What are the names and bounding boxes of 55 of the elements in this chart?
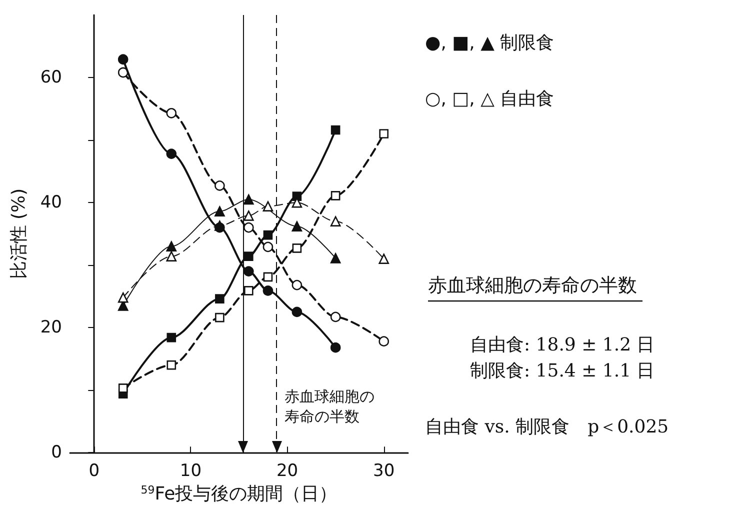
point	[214, 206, 225, 216]
x-tick-label: 10	[180, 461, 202, 482]
point	[330, 125, 340, 135]
point	[166, 148, 177, 159]
point	[262, 201, 274, 212]
point	[244, 194, 254, 205]
text: ○, □, △ 自由食	[425, 88, 554, 110]
point	[118, 54, 128, 65]
x-tick-label: 30	[373, 461, 395, 482]
point	[262, 242, 274, 252]
point	[330, 191, 340, 200]
text: 赤血球細胞の寿命の半数	[428, 274, 637, 296]
y-tick-label: 40	[40, 192, 62, 213]
point	[244, 210, 254, 221]
point	[118, 67, 128, 78]
point	[214, 180, 225, 191]
text: 自由食 vs. 制限食 p＜0.025	[425, 416, 669, 438]
point	[166, 360, 176, 370]
y-tick-label: 20	[40, 318, 62, 338]
point	[166, 251, 177, 262]
point	[244, 222, 254, 233]
text: 自由食: 18.9 ± 1.2 日	[470, 334, 655, 356]
point	[166, 108, 177, 118]
point	[263, 272, 273, 282]
y-tick-label: 0	[51, 442, 62, 463]
point	[244, 252, 254, 261]
point	[292, 221, 302, 232]
point	[215, 294, 224, 304]
y-axis-title: 比活性 (%)	[8, 188, 30, 280]
point	[292, 280, 302, 290]
point	[166, 241, 177, 252]
text: 制限食: 15.4 ± 1.1 日	[470, 360, 655, 382]
x-tick-label: 0	[88, 461, 100, 482]
point	[330, 342, 341, 353]
point	[118, 292, 128, 303]
point	[330, 312, 341, 322]
point	[262, 286, 274, 296]
text: ●, ■, ▲ 制限食	[425, 32, 554, 54]
point	[244, 266, 254, 276]
point	[292, 306, 302, 318]
point	[166, 332, 176, 342]
point	[330, 216, 341, 226]
point	[292, 244, 302, 253]
point	[378, 254, 390, 264]
x-tick-label: 20	[276, 461, 298, 482]
point	[215, 312, 224, 322]
point	[244, 286, 254, 296]
y-tick-label: 60	[40, 68, 62, 88]
point	[379, 129, 389, 138]
ref-line-label: 赤血球細胞の寿命の半数	[284, 388, 375, 426]
point	[330, 253, 341, 264]
point	[214, 222, 225, 233]
point	[118, 384, 128, 393]
point	[263, 230, 273, 240]
point	[378, 336, 390, 346]
